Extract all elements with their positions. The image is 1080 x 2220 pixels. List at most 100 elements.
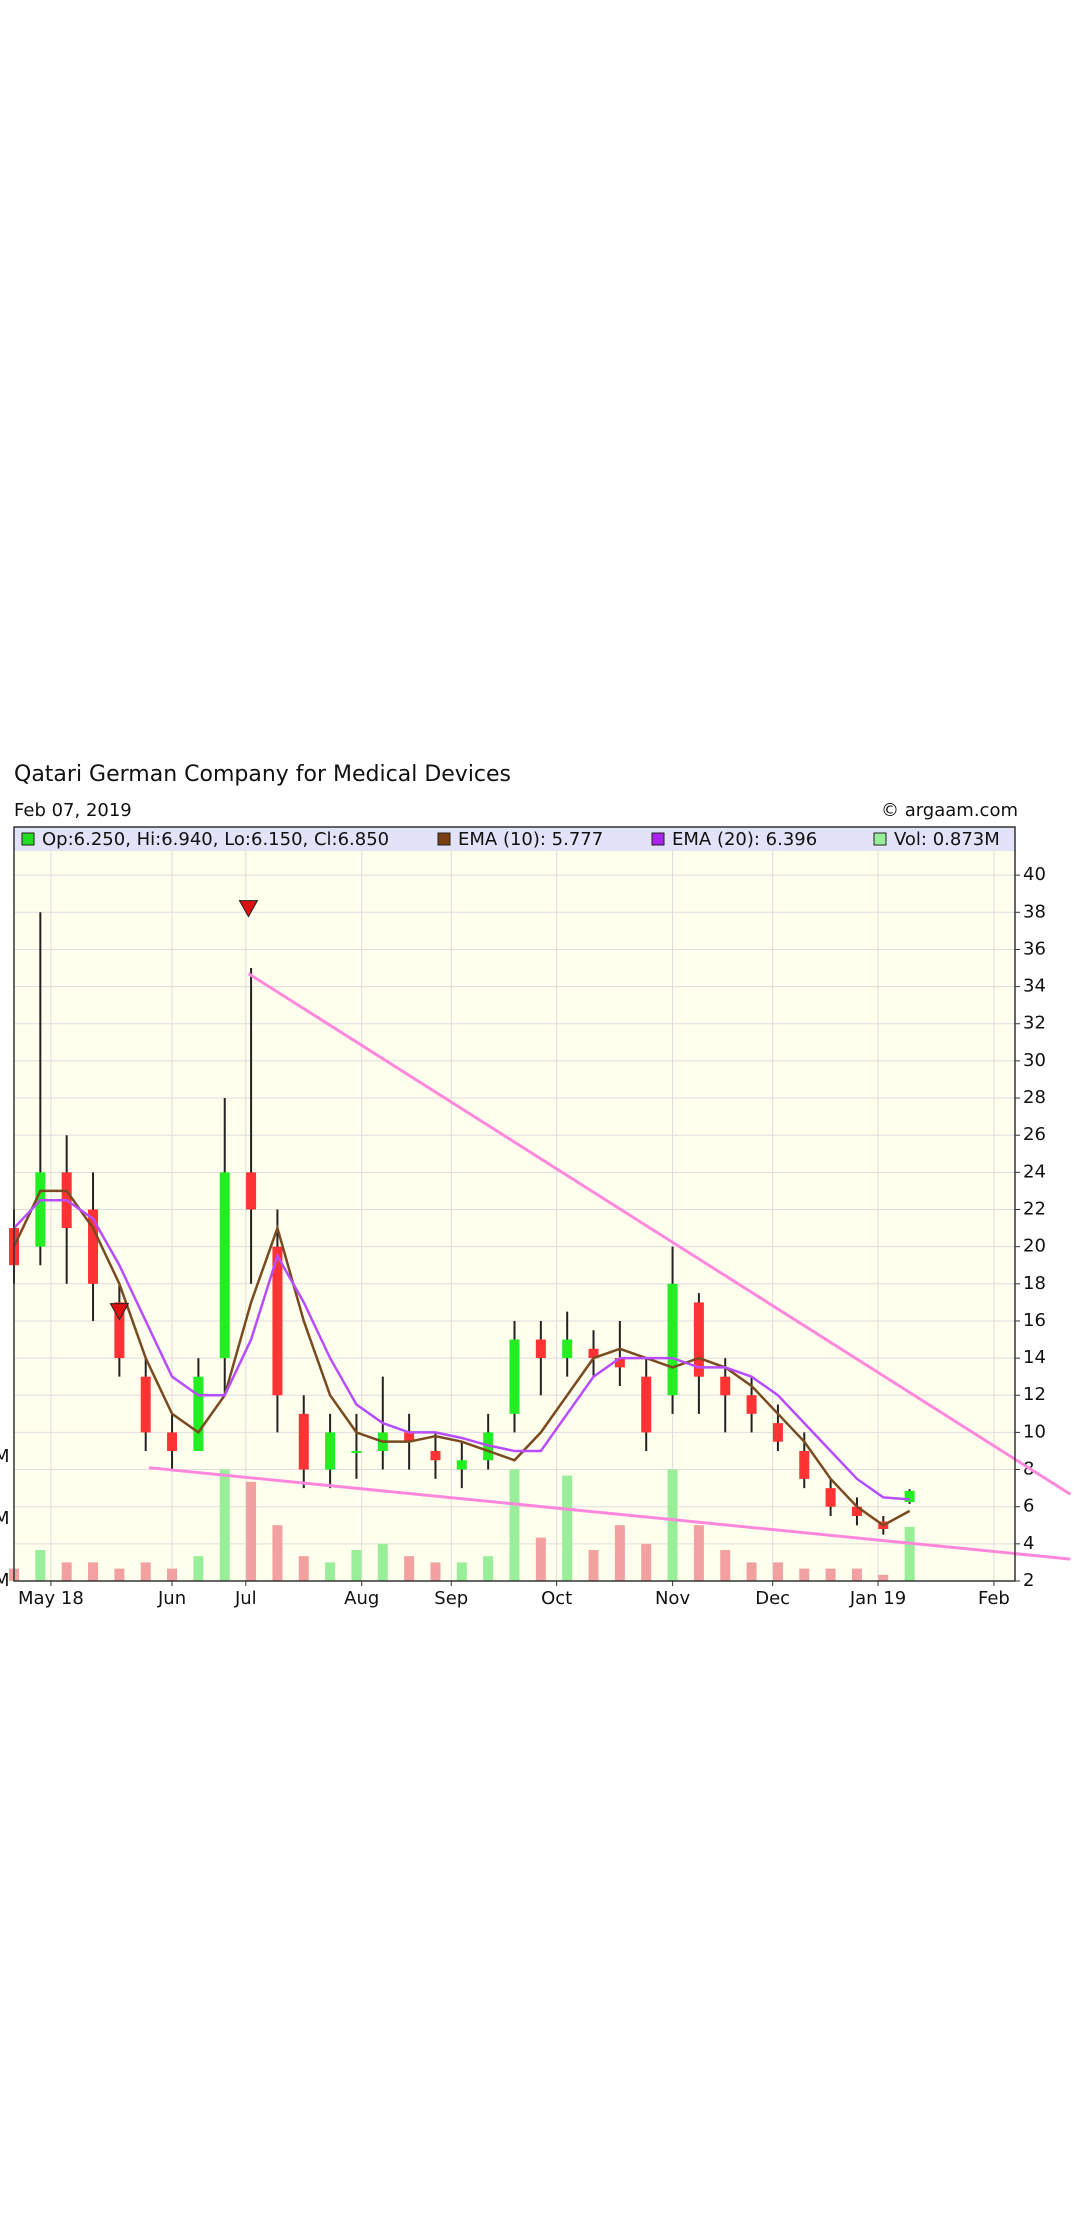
trend-line [247, 972, 1072, 1496]
y-tick-label: 6 [1023, 1496, 1034, 1517]
x-tick-label: Aug [344, 1588, 379, 1609]
y-tick-label: 18 [1023, 1273, 1046, 1294]
x-tick-label: Dec [755, 1588, 790, 1609]
signal-marker [238, 900, 259, 918]
x-tick-label: Jul [234, 1588, 257, 1609]
y-tick-label: 16 [1023, 1310, 1046, 1331]
candle-body [535, 1339, 546, 1359]
x-tick-label: Sep [434, 1588, 468, 1609]
volume-bar [746, 1562, 757, 1581]
volume-bar [483, 1556, 494, 1581]
chart-title: Qatari German Company for Medical Device… [14, 762, 511, 787]
source: © argaam.com [881, 800, 1018, 821]
volume-bar [509, 1469, 520, 1581]
y-tick-label: 2 [1023, 1570, 1034, 1591]
x-tick-label: Jan 19 [849, 1588, 906, 1609]
candle-body [298, 1413, 309, 1470]
y-tick-label: 24 [1023, 1161, 1046, 1182]
candle-body [772, 1423, 783, 1442]
y-tick-label: 4 [1023, 1533, 1034, 1554]
legend-label: Op:6.250, Hi:6.940, Lo:6.150, Cl:6.850 [42, 829, 389, 850]
y-tick-label: 26 [1023, 1124, 1046, 1145]
y2-tick-label: M [0, 1508, 10, 1529]
candle-body [140, 1376, 151, 1433]
y-tick-label: 40 [1023, 864, 1046, 885]
volume-bar [430, 1562, 441, 1581]
volume-bar [35, 1550, 46, 1581]
y-tick-label: 36 [1023, 938, 1046, 959]
candle-body [430, 1450, 441, 1461]
candle-body [799, 1450, 810, 1479]
volume-bar [88, 1562, 99, 1581]
volume-bar [456, 1562, 467, 1581]
volume-bar [693, 1525, 704, 1581]
x-tick-label: Nov [655, 1588, 690, 1609]
volume-bar [825, 1568, 836, 1581]
volume-bar [351, 1550, 362, 1581]
volume-bar [878, 1574, 889, 1581]
legend-band [14, 827, 1015, 851]
plot-frame [13, 826, 1016, 1582]
legend-swatch [437, 832, 451, 846]
chart-subtitle: Feb 07, 2019 [14, 800, 132, 821]
volume-bar [588, 1550, 599, 1581]
volume-bar [535, 1537, 546, 1581]
candle-body [272, 1246, 283, 1396]
volume-bar [61, 1562, 72, 1581]
legend-label: EMA (10): 5.777 [458, 829, 603, 850]
y-tick-label: 34 [1023, 976, 1046, 997]
legend-swatch [21, 832, 35, 846]
y-tick-label: 10 [1023, 1421, 1046, 1442]
x-tick-label: May 18 [18, 1588, 84, 1609]
volume-bar [614, 1525, 625, 1581]
y-tick-label: 30 [1023, 1050, 1046, 1071]
candle-body [246, 1172, 257, 1210]
volume-bar [246, 1481, 257, 1581]
ema-line [13, 1198, 910, 1501]
candle-body [614, 1358, 625, 1368]
candle-body [720, 1376, 731, 1396]
volume-bar [114, 1568, 125, 1581]
volume-bar [298, 1556, 309, 1581]
volume-bar [720, 1550, 731, 1581]
candle-body [641, 1376, 652, 1433]
y-tick-label: 22 [1023, 1198, 1046, 1219]
volume-bar [641, 1543, 652, 1581]
candle-body [456, 1460, 467, 1470]
x-tick-label: Jun [157, 1588, 186, 1609]
candle-body [114, 1302, 125, 1359]
candle-body [404, 1432, 415, 1442]
candle-body [588, 1348, 599, 1359]
legend-label: EMA (20): 6.396 [672, 829, 817, 850]
trend-line [148, 1466, 1071, 1561]
volume-bar [193, 1556, 204, 1581]
candle-body [219, 1172, 230, 1359]
candle-body [562, 1339, 573, 1359]
x-tick-label: Feb [978, 1588, 1010, 1609]
volume-bar [140, 1562, 151, 1581]
y2-tick-label: M [0, 1570, 10, 1591]
volume-bar [562, 1475, 573, 1581]
candle-body [904, 1490, 915, 1503]
candle-body [351, 1450, 362, 1453]
y-tick-label: 12 [1023, 1384, 1046, 1405]
candle-body [88, 1209, 99, 1284]
volume-bar [799, 1568, 810, 1581]
volume-bar [219, 1469, 230, 1581]
candle-body [167, 1432, 178, 1451]
volume-bar [325, 1562, 336, 1581]
volume-bar [404, 1556, 415, 1581]
volume-bar [377, 1543, 388, 1581]
candle-body [667, 1283, 678, 1396]
legend-swatch [651, 832, 665, 846]
candle-body [746, 1395, 757, 1414]
volume-bar [167, 1568, 178, 1581]
y-tick-label: 38 [1023, 901, 1046, 922]
y-tick-label: 20 [1023, 1236, 1046, 1257]
volume-bar [272, 1525, 283, 1581]
x-tick-label: Oct [541, 1588, 572, 1609]
signal-marker [109, 1303, 130, 1321]
candle-body [509, 1339, 520, 1414]
candle-body [193, 1376, 204, 1451]
